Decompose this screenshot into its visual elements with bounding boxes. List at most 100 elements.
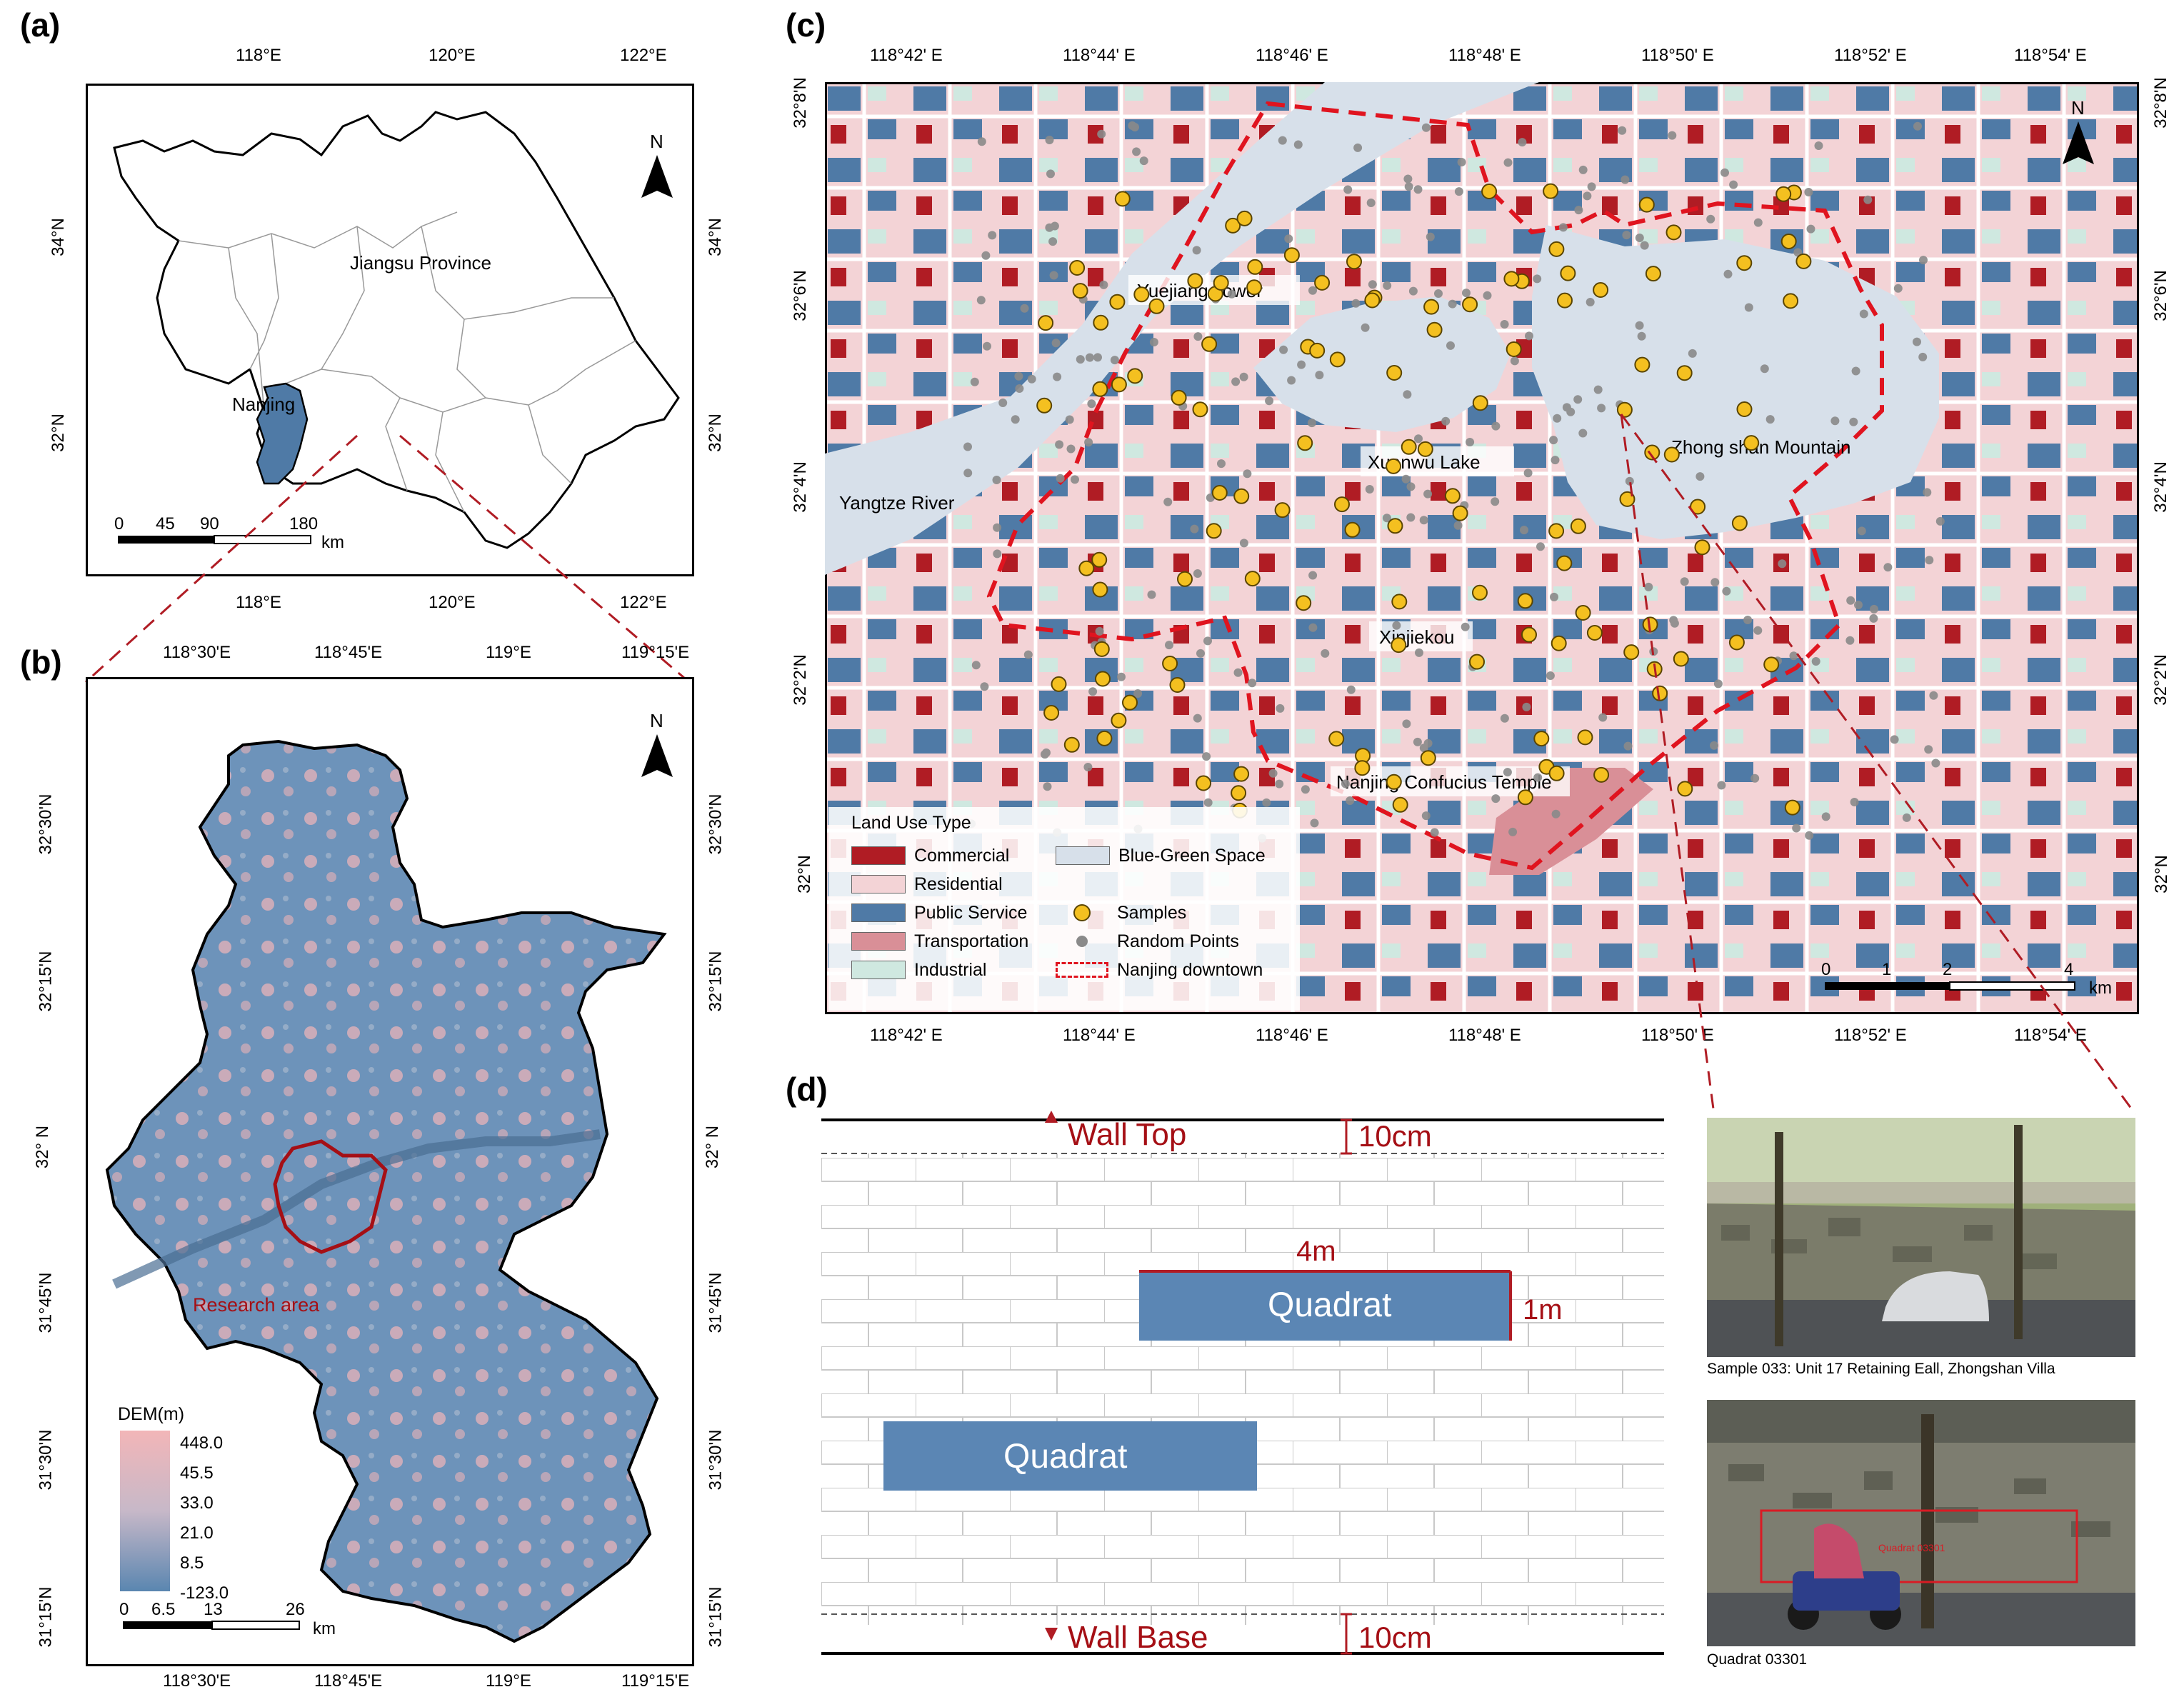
svg-text:6.5: 6.5 [151, 1600, 175, 1619]
wall-diagram: Wall Top Wall Base 10cm 10cm 4m 1m Quadr… [821, 1111, 1664, 1655]
jiangsu-outline [113, 111, 680, 549]
b-lon-tick: 119°15'E [621, 1671, 690, 1691]
random-point [1753, 218, 1763, 227]
random-point [1622, 231, 1631, 240]
random-point [1403, 174, 1413, 184]
svg-text:0: 0 [114, 514, 124, 534]
c-lat-tick: 32°N [794, 855, 814, 893]
random-point [1217, 459, 1226, 469]
sample-point [1236, 210, 1253, 226]
random-point [970, 377, 979, 386]
random-point [1597, 404, 1606, 413]
legend-transportation: Transportation [851, 927, 1028, 956]
random-point [1265, 396, 1274, 406]
sample-point [1244, 571, 1261, 587]
sample-point [1392, 796, 1408, 813]
random-point [1361, 323, 1370, 332]
place-yangtze-river: Yangtze River [839, 492, 955, 514]
random-point [1778, 559, 1787, 569]
random-point [1925, 556, 1934, 565]
random-point [1551, 456, 1560, 465]
b-lat-tick: 31°45'N [36, 1272, 56, 1333]
b-lat-tick: 31°30'N [36, 1429, 56, 1491]
random-point [1278, 136, 1287, 145]
random-point [1448, 299, 1457, 309]
random-point [1923, 488, 1932, 497]
random-point [1163, 497, 1173, 506]
legend-samples: Samples [1056, 898, 1266, 927]
quadrat-height-label: 1m [1523, 1294, 1563, 1326]
random-point [1523, 469, 1533, 478]
random-point [963, 442, 972, 451]
a-lon-tick: 122°E [620, 46, 667, 65]
random-point [1536, 542, 1545, 551]
svg-text:45: 45 [156, 514, 175, 534]
random-point [1859, 309, 1868, 319]
svg-text:N: N [2071, 97, 2085, 119]
random-point [1760, 364, 1769, 374]
random-point [1723, 269, 1733, 279]
random-point [1382, 514, 1391, 523]
sample-point [1072, 283, 1088, 299]
svg-text:33.0: 33.0 [180, 1493, 214, 1513]
random-point [1462, 289, 1471, 298]
random-point [1239, 539, 1248, 548]
b-lat-tick: 31°45'N [706, 1272, 726, 1333]
random-point [1929, 691, 1938, 700]
random-point [1196, 649, 1205, 658]
sample-point [1196, 775, 1212, 791]
random-point [1811, 657, 1820, 666]
random-point [1015, 384, 1024, 393]
svg-text:8.5: 8.5 [180, 1553, 204, 1573]
b-lat-tick: 31°15'N [706, 1586, 726, 1648]
wall-top-arrow-icon [1045, 1111, 1058, 1123]
random-point [1913, 121, 1922, 131]
legend-right-column: Blue-Green Space Samples Random Points N… [1056, 841, 1266, 984]
random-point [1902, 813, 1911, 822]
sample-point [1736, 255, 1753, 271]
a-lon-tick: 120°E [429, 46, 476, 65]
nanjing-dem-area [105, 739, 667, 1643]
svg-text:45.5: 45.5 [180, 1463, 214, 1483]
zhongshan-mountain [1532, 225, 1939, 539]
random-point [1048, 237, 1058, 246]
quadrat-top [1139, 1271, 1511, 1341]
wall-top-label: Wall Top [1068, 1117, 1186, 1152]
photo-quadrat-box [1760, 1509, 2078, 1583]
random-point [1637, 331, 1646, 341]
random-point [1284, 234, 1293, 244]
random-point [1558, 223, 1568, 232]
random-point [1720, 168, 1729, 177]
offset-top-marker [1341, 1118, 1352, 1155]
random-point [1056, 474, 1065, 483]
random-point [1522, 702, 1531, 711]
random-point [1413, 737, 1422, 746]
random-point [1403, 390, 1412, 399]
random-point [1014, 371, 1023, 381]
sample-point [1386, 458, 1402, 474]
sample-point [1644, 444, 1660, 461]
b-lat-tick: 32°30'N [706, 794, 726, 855]
sample-point [1109, 294, 1126, 310]
sample-point [1426, 321, 1443, 338]
sample-point [1283, 247, 1300, 264]
c-lon-tick: 118°52' E [1834, 46, 1907, 65]
random-point [1830, 416, 1840, 426]
random-point [1051, 339, 1061, 348]
c-lat-tick: 32°6'N [2150, 270, 2170, 321]
a-lon-tick: 122°E [620, 593, 667, 612]
nanjing-label: Nanjing [232, 394, 295, 415]
random-point [1935, 516, 1945, 526]
random-point [1193, 332, 1203, 341]
sample-point [1556, 555, 1573, 571]
random-point [1421, 811, 1431, 821]
sample-point [1634, 356, 1650, 373]
sample-point [1111, 376, 1127, 393]
panel-a-label: (a) [20, 6, 61, 44]
sample-point [1309, 342, 1326, 359]
b-lat-tick: 31°30'N [706, 1429, 726, 1491]
sample-point [1420, 750, 1436, 766]
random-point [1193, 569, 1202, 578]
random-point [1426, 232, 1435, 241]
sample-point [1344, 521, 1361, 538]
